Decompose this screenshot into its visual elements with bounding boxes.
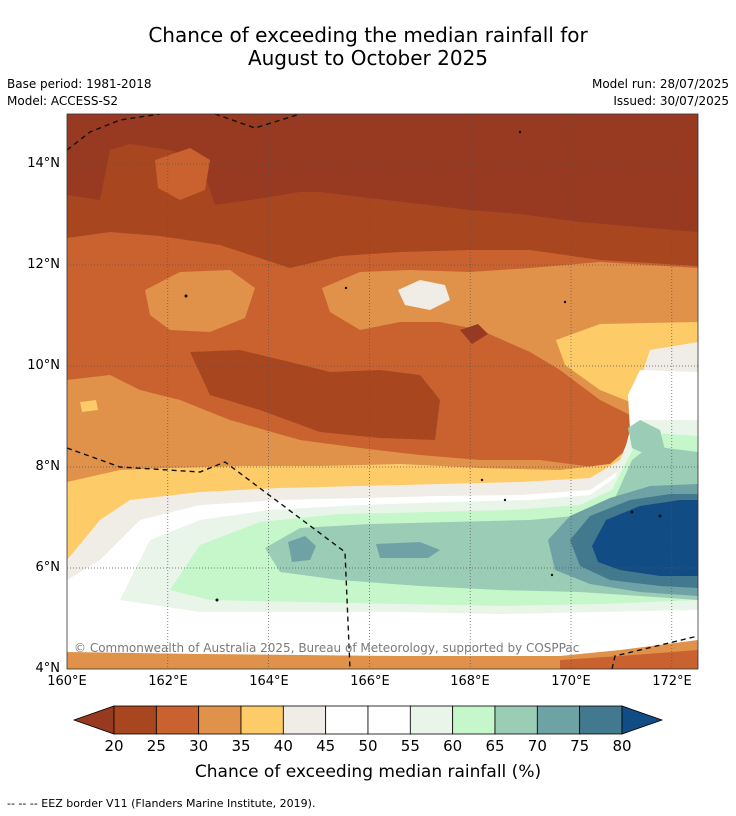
map-gridlines: [67, 114, 698, 669]
y-tick-14n: 14°N: [27, 156, 60, 171]
region-very-dry-patch: [460, 324, 488, 344]
x-tick-166e: 166°E: [350, 674, 390, 689]
map-title-line1: Chance of exceeding the median rainfall …: [148, 23, 588, 47]
colorbar-tick-label: 35: [231, 737, 251, 755]
region-very-dry-top: [67, 114, 698, 232]
colorbar-cell: [536, 705, 581, 735]
colorbar-tick-label: 45: [316, 737, 336, 755]
eez-border: [67, 114, 698, 669]
region-70-75-patch-west: [288, 536, 316, 562]
colorbar-tick-label: 30: [189, 737, 209, 755]
colorbar-cell: [325, 705, 369, 735]
colorbar: [72, 705, 664, 735]
island-markers: [184, 130, 662, 602]
colorbar-over-arrow: [621, 705, 664, 735]
colorbar-cell: [367, 705, 411, 735]
region-35-40-west-patch: [80, 400, 98, 412]
region-40-45-patch: [398, 280, 450, 310]
colorbar-cell: [494, 705, 538, 735]
colorbar-cell: [113, 705, 157, 735]
x-tick-170e: 170°E: [551, 674, 591, 689]
y-tick-4n: 4°N: [35, 661, 61, 676]
region-25-30-patch: [155, 148, 210, 200]
x-tick-160e: 160°E: [47, 674, 87, 689]
colorbar-cell: [240, 705, 284, 735]
colorbar-tick-label: 55: [400, 737, 420, 755]
rainfall-map: [66, 113, 699, 670]
colorbar-tick-label: 60: [443, 737, 463, 755]
x-tick-164e: 164°E: [249, 674, 289, 689]
colorbar-cell: [282, 705, 327, 735]
y-tick-10n: 10°N: [27, 358, 60, 373]
region-70-75-patch-mid: [376, 542, 440, 558]
colorbar-tick-label: 80: [612, 737, 632, 755]
eez-legend-footer: -- -- -- EEZ border V11 (Flanders Marine…: [7, 797, 316, 810]
model-run-label: Model run: 28/07/2025: [591, 77, 729, 91]
y-tick-12n: 12°N: [27, 257, 60, 272]
colorbar-title: Chance of exceeding median rainfall (%): [194, 762, 542, 782]
colorbar-cell: [155, 705, 200, 735]
copyright-notice: © Commonwealth of Australia 2025, Bureau…: [74, 641, 580, 655]
x-tick-172e: 172°E: [652, 674, 692, 689]
x-tick-162e: 162°E: [148, 674, 188, 689]
map-title-line2: August to October 2025: [247, 46, 489, 70]
colorbar-tick-label: 70: [527, 737, 547, 755]
colorbar-cell: [452, 705, 496, 735]
colorbar-tick-label: 25: [146, 737, 166, 755]
y-tick-6n: 6°N: [35, 560, 61, 575]
colorbar-tick-label: 65: [485, 737, 505, 755]
colorbar-tick-label: 50: [358, 737, 378, 755]
model-label: Model: ACCESS-S2: [7, 94, 119, 108]
issued-label: Issued: 30/07/2025: [613, 94, 729, 108]
colorbar-tick-label: 20: [104, 737, 124, 755]
region-dry-patch: [190, 350, 440, 440]
colorbar-tick-label: 75: [570, 737, 590, 755]
colorbar-under-arrow: [72, 705, 115, 735]
region-bottom-dry: [67, 640, 698, 669]
x-tick-168e: 168°E: [450, 674, 490, 689]
colorbar-cell: [579, 705, 623, 735]
colorbar-tick-label: 40: [273, 737, 293, 755]
base-period-label: Base period: 1981-2018: [7, 77, 152, 91]
y-tick-8n: 8°N: [35, 459, 61, 474]
colorbar-cell: [409, 705, 454, 735]
region-65-70-patch: [628, 420, 665, 456]
region-30-35-west: [145, 270, 255, 332]
colorbar-cell: [198, 705, 242, 735]
region-bottom-very-dry: [560, 650, 698, 669]
map-frame: [66, 113, 699, 670]
